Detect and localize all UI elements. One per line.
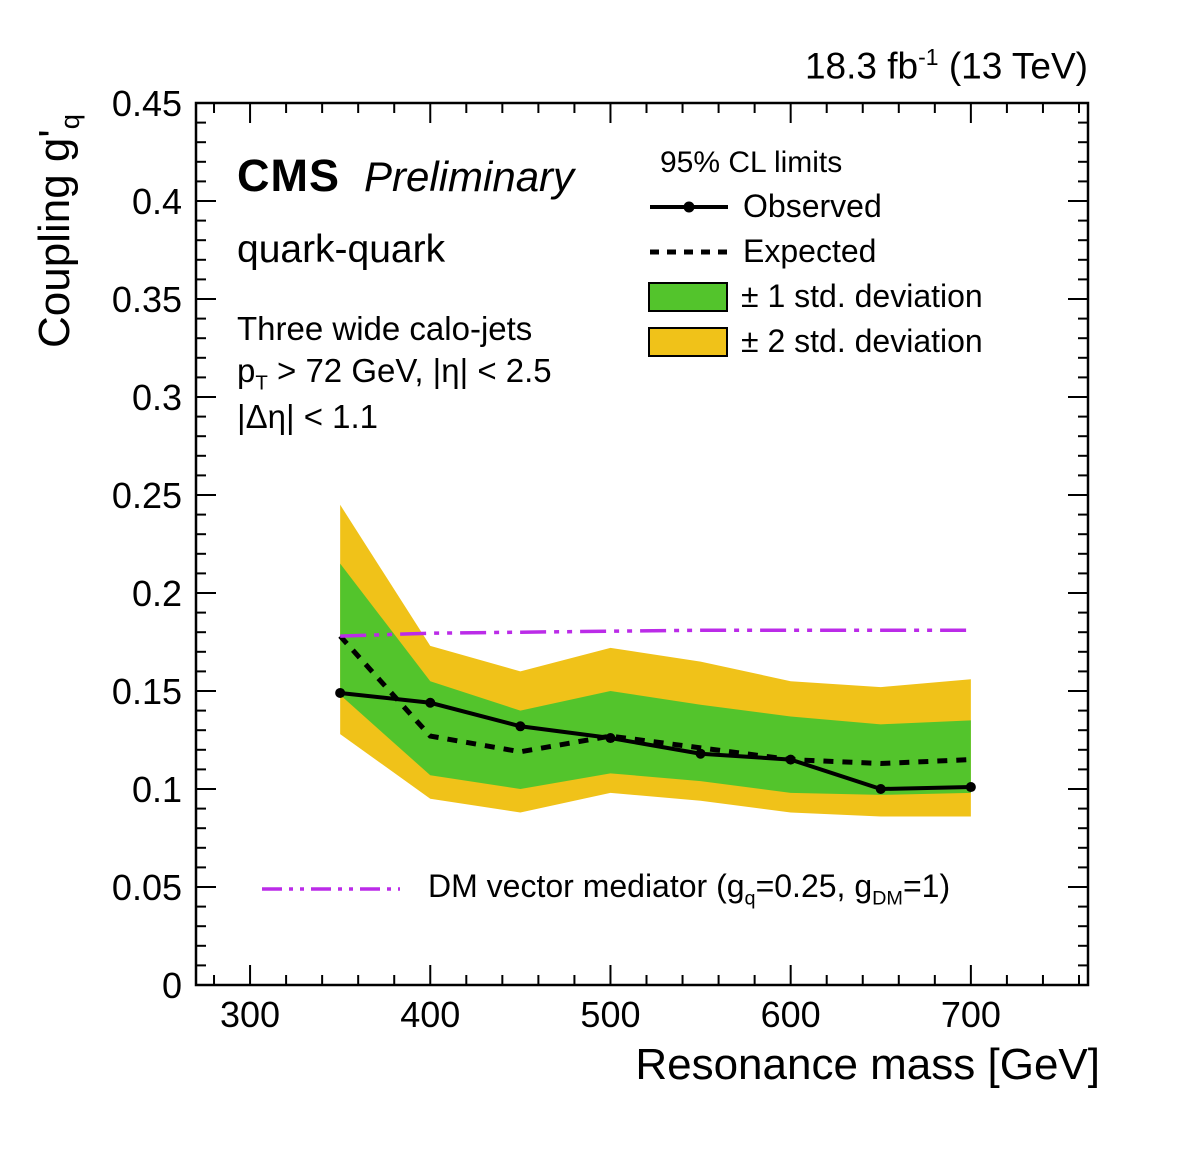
selection-jets-label: Three wide calo-jets — [237, 310, 533, 347]
observed-marker — [515, 721, 526, 732]
observed-marker — [335, 687, 346, 698]
luminosity-label: 18.3 fb-1 (13 TeV) — [805, 44, 1088, 87]
expected-line — [338, 634, 971, 767]
y-axis-title: Coupling g'q — [30, 114, 86, 348]
svg-text:0.25: 0.25 — [112, 475, 182, 516]
legend-entry-observed: Observed — [648, 184, 983, 229]
pt-subscript: T — [255, 371, 268, 395]
svg-text:400: 400 — [400, 994, 460, 1035]
dm-sub-dm: DM — [872, 887, 903, 910]
svg-text:0.05: 0.05 — [112, 867, 182, 908]
legend: 95% CL limits Observed Expected ± 1 std.… — [648, 146, 983, 364]
dm-mediator-line — [340, 628, 971, 638]
legend-entry-expected: Expected — [648, 229, 983, 274]
svg-text:0.1: 0.1 — [132, 769, 182, 810]
legend-band1-label: ± 1 std. deviation — [741, 278, 983, 314]
observed-line — [339, 690, 971, 792]
observed-marker — [785, 754, 796, 765]
two-sigma-band-swatch — [648, 326, 728, 357]
y-title-main: Coupling g' — [30, 129, 79, 348]
lumi-exponent: -1 — [918, 44, 939, 70]
observed-marker — [605, 733, 616, 744]
cms-label: CMS — [237, 150, 340, 201]
dm-mediator-legend: DM vector mediator (gq=0.25, gDM=1) — [260, 868, 950, 910]
observed-line-sample-icon — [650, 201, 728, 212]
expected-line-sample-icon — [650, 249, 728, 254]
legend-expected-label: Expected — [743, 233, 877, 269]
dm-sub-q: q — [744, 887, 756, 910]
channel-label: quark-quark — [237, 228, 446, 271]
observed-marker — [695, 748, 706, 759]
svg-text:0.15: 0.15 — [112, 671, 182, 712]
svg-text:700: 700 — [941, 994, 1001, 1035]
svg-text:0.2: 0.2 — [132, 573, 182, 614]
selection-deta-label: |Δη| < 1.1 — [237, 398, 379, 435]
pt-cut-text: > 72 GeV, |η| < 2.5 — [267, 352, 552, 389]
svg-text:0.3: 0.3 — [132, 377, 182, 418]
svg-text:0: 0 — [162, 965, 182, 1006]
dm-line-sample-icon — [262, 887, 400, 891]
selection-pt-eta-label: pT > 72 GeV, |η| < 2.5 — [237, 352, 552, 396]
observed-marker — [965, 782, 976, 793]
svg-text:300: 300 — [220, 994, 280, 1035]
lumi-energy: (13 TeV) — [938, 45, 1088, 87]
dm-text-3: =1) — [902, 868, 951, 904]
legend-observed-label: Observed — [743, 188, 882, 224]
x-axis-title: Resonance mass [GeV] — [635, 1040, 1100, 1089]
svg-text:0.35: 0.35 — [112, 279, 182, 320]
pt-symbol: p — [237, 352, 256, 389]
y-title-subscript: q — [53, 114, 85, 130]
legend-title: 95% CL limits — [660, 146, 843, 179]
legend-band2-label: ± 2 std. deviation — [741, 323, 983, 359]
svg-text:500: 500 — [580, 994, 640, 1035]
lumi-value: 18.3 fb — [804, 45, 919, 87]
svg-text:0.45: 0.45 — [112, 83, 182, 124]
svg-text:600: 600 — [761, 994, 821, 1035]
plot-frame — [194, 101, 1090, 987]
one-sigma-band — [340, 563, 971, 795]
preliminary-label: Preliminary — [364, 153, 575, 200]
experiment-label-row: CMS Preliminary — [237, 150, 574, 202]
legend-entry-band1: ± 1 std. deviation — [648, 274, 983, 319]
svg-text:0.4: 0.4 — [132, 181, 182, 222]
dm-text-1: DM vector mediator (g — [428, 868, 745, 904]
observed-marker — [875, 784, 886, 794]
observed-marker — [425, 697, 436, 708]
axis-ticks — [196, 102, 1088, 986]
dm-text-2: =0.25, g — [755, 868, 873, 904]
dm-mediator-label: DM vector mediator (gq=0.25, gDM=1) — [428, 868, 950, 910]
one-sigma-band-swatch — [648, 281, 728, 312]
legend-entry-band2: ± 2 std. deviation — [648, 319, 983, 364]
